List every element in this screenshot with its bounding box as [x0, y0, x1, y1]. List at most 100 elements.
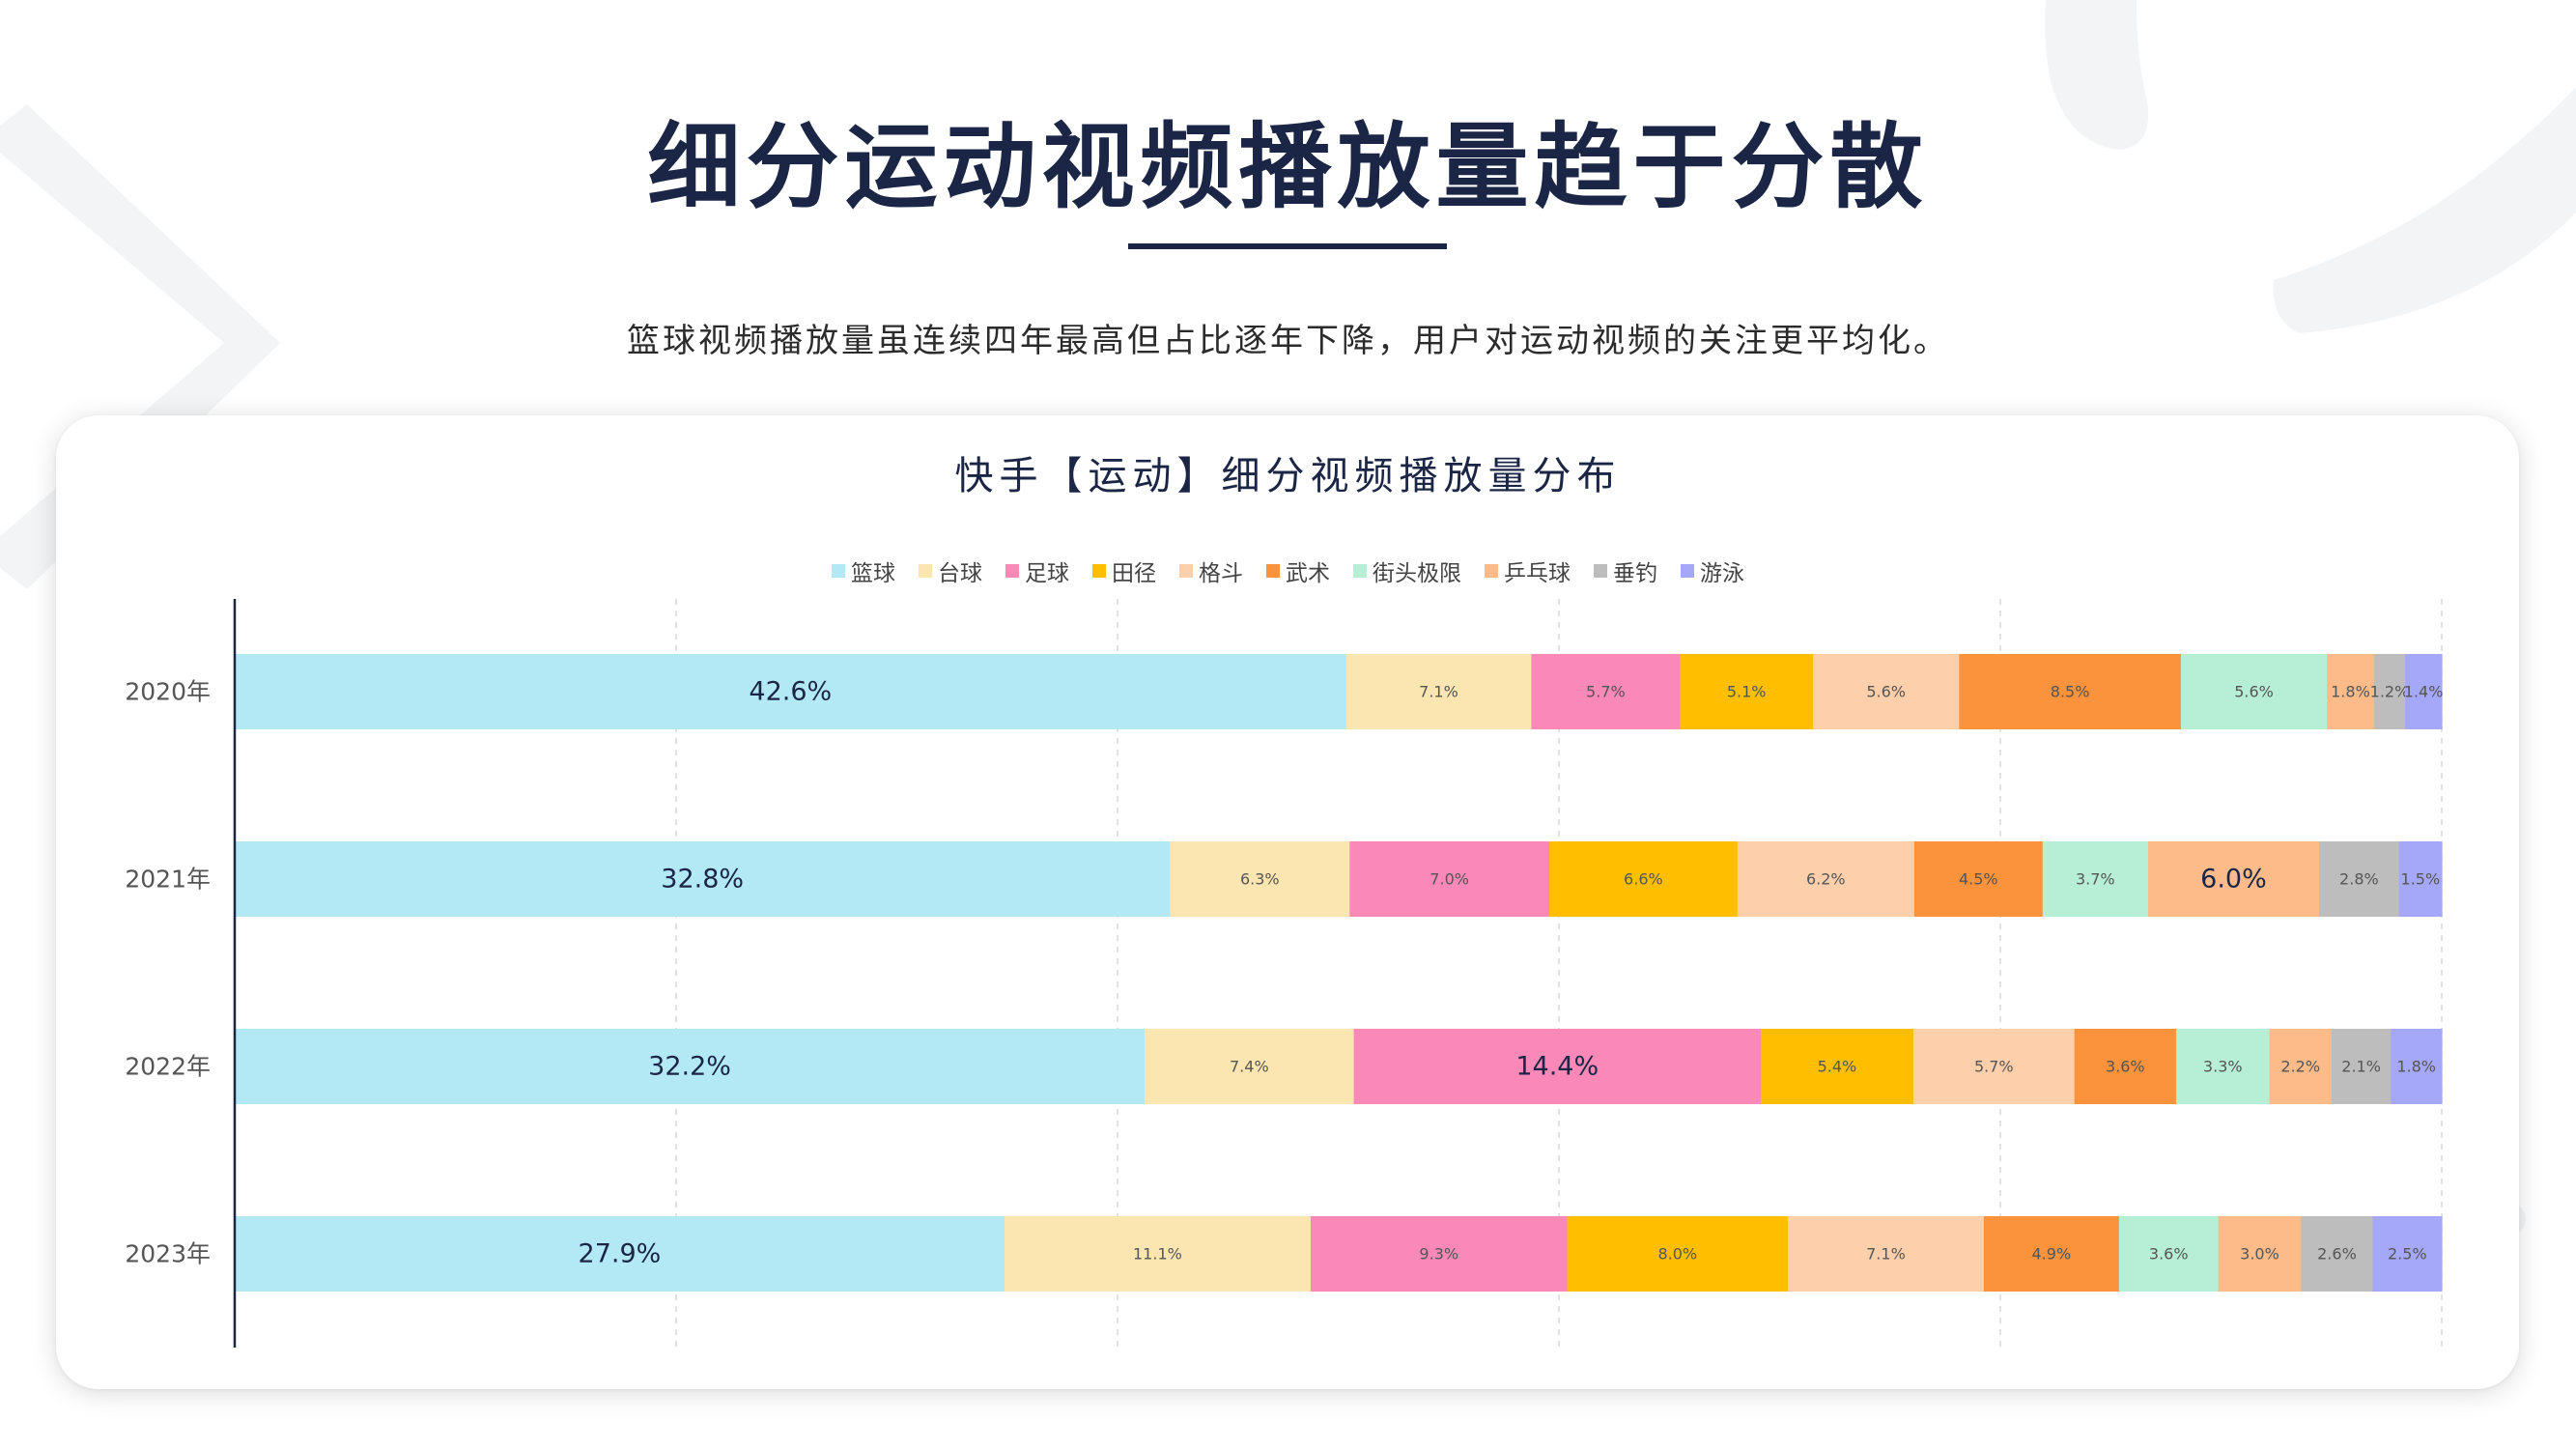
data-label: 5.7% [1974, 1058, 2014, 1076]
bar-segment [1170, 841, 1350, 917]
bar-segment [2147, 841, 2320, 917]
bar-segment [1345, 654, 1532, 729]
data-label: 7.1% [1419, 683, 1458, 701]
data-label: 6.6% [1624, 870, 1663, 889]
headline-underline [1128, 243, 1447, 249]
chart-title: 快手【运动】细分视频播放量分布 [954, 454, 1622, 498]
bar-segment [1004, 1216, 1312, 1292]
bar-segment [235, 1216, 1005, 1292]
data-label: 4.5% [1959, 870, 1998, 889]
bar-segment [2118, 1216, 2220, 1292]
bar-segment [2373, 654, 2406, 729]
data-label: 2.6% [2317, 1245, 2357, 1264]
data-label: 3.0% [2240, 1245, 2279, 1264]
bar-segment [235, 1029, 1146, 1104]
legend-label: 街头极限 [1373, 561, 1461, 586]
data-label: 32.8% [661, 865, 744, 895]
data-label: 2.1% [2341, 1058, 2381, 1076]
data-label: 9.3% [1419, 1245, 1458, 1264]
page-headline: 细分运动视频播放量趋于分散 [647, 113, 1929, 221]
legend-swatch [1594, 564, 1607, 578]
legend-swatch [1179, 564, 1193, 578]
legend-label: 田径 [1112, 561, 1156, 586]
background-arc-shape [2273, 87, 2576, 333]
legend-item: 游泳 [1681, 554, 1744, 587]
data-label: 7.1% [1866, 1245, 1906, 1264]
bar-segment [2301, 1216, 2374, 1292]
legend-item: 台球 [919, 554, 982, 587]
data-label: 3.6% [2106, 1058, 2145, 1076]
bar-segment [1959, 654, 2182, 729]
legend-label: 乒乓球 [1504, 561, 1571, 586]
bar-segment [1349, 841, 1550, 917]
page-subtitle: 篮球视频播放量虽连续四年最高但占比逐年下降，用户对运动视频的关注更平均化。 [627, 322, 1949, 360]
legend-swatch [1005, 564, 1019, 578]
legend-item: 篮球 [832, 554, 895, 587]
legend-item: 垂钓 [1594, 554, 1657, 587]
chart-legend: 篮球 台球 足球 田径 格斗 武术 街头极限 乒乓球 垂钓 游泳 [0, 554, 2576, 587]
bar-segment [2074, 1029, 2177, 1104]
bar-segment [2042, 841, 2149, 917]
data-label: 6.3% [1240, 870, 1280, 889]
legend-swatch [1353, 564, 1367, 578]
data-label: 2.2% [2280, 1058, 2320, 1076]
bar-segment [1145, 1029, 1355, 1104]
y-tick-label: 2022年 [125, 1053, 211, 1081]
data-label: 14.4% [1515, 1052, 1599, 1082]
bar-segment [2175, 1029, 2271, 1104]
legend-label: 武术 [1286, 561, 1330, 586]
bar-segment [1912, 1029, 2076, 1104]
legend-label: 台球 [938, 561, 982, 586]
legend-label: 垂钓 [1613, 561, 1657, 586]
legend-item: 足球 [1005, 554, 1069, 587]
bar-segment [1737, 841, 1915, 917]
bar-segment [235, 841, 1171, 917]
bar-segment [2180, 654, 2328, 729]
data-label: 5.6% [2234, 683, 2274, 701]
legend-swatch [1266, 564, 1280, 578]
legend-swatch [1092, 564, 1106, 578]
data-label: 7.4% [1230, 1058, 1269, 1076]
data-label: 3.3% [2203, 1058, 2243, 1076]
data-label: 1.2% [2370, 683, 2410, 701]
data-label: 3.6% [2149, 1245, 2189, 1264]
bar-segment [1548, 841, 1739, 917]
data-label: 11.1% [1133, 1245, 1182, 1264]
legend-item: 街头极限 [1353, 554, 1461, 587]
bar-segment [2327, 654, 2375, 729]
bar-segment [1567, 1216, 1789, 1292]
data-label: 8.5% [2051, 683, 2090, 701]
bar-segment [2331, 1029, 2392, 1104]
bar-segment [235, 654, 1347, 729]
data-label: 3.7% [2076, 870, 2115, 889]
legend-item: 乒乓球 [1485, 554, 1571, 587]
data-label: 42.6% [749, 677, 832, 707]
bar-segment [1680, 654, 1814, 729]
legend-swatch [1485, 564, 1498, 578]
data-label: 1.4% [2404, 683, 2444, 701]
bar-segment [2398, 841, 2443, 917]
data-label: 1.8% [2396, 1058, 2436, 1076]
bar-segment [2218, 1216, 2302, 1292]
bar-segment [2372, 1216, 2443, 1292]
y-tick-label: 2020年 [125, 678, 211, 706]
bar-segment [1983, 1216, 2120, 1292]
data-label: 5.6% [1866, 683, 1906, 701]
legend-item: 武术 [1266, 554, 1330, 587]
data-label: 5.4% [1818, 1058, 1857, 1076]
bar-segment [1353, 1029, 1762, 1104]
bar-segment [1813, 654, 1960, 729]
data-label: 2.8% [2339, 870, 2379, 889]
bar-segment [1760, 1029, 1914, 1104]
background-hook-shape [2045, 0, 2149, 150]
data-label: 6.2% [1806, 870, 1846, 889]
legend-swatch [919, 564, 932, 578]
bar-segment [2391, 1029, 2443, 1104]
data-label: 2.5% [2388, 1245, 2427, 1264]
legend-swatch [832, 564, 845, 578]
background-diamond-shape [0, 104, 280, 589]
bar-segment [2405, 654, 2443, 729]
legend-label: 格斗 [1199, 561, 1243, 586]
data-label: 32.2% [648, 1052, 731, 1082]
